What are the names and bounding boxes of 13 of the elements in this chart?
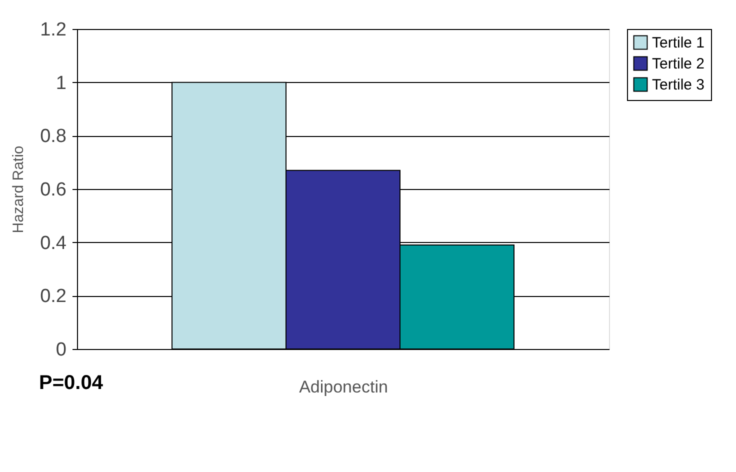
legend-label: Tertile 3 — [652, 76, 705, 94]
y-tick-label: 0.2 — [40, 286, 66, 308]
legend-label: Tertile 2 — [652, 56, 705, 72]
y-tick-label: 0.6 — [40, 180, 66, 200]
legend-label: Tertile 1 — [652, 34, 705, 52]
y-axis-title: Hazard Ratio — [10, 146, 28, 234]
y-tick-label: 0.8 — [40, 126, 66, 148]
y-tick-label: 0.4 — [40, 232, 67, 254]
y-tick-label: 0 — [56, 340, 66, 360]
y-tick-label: 1 — [56, 72, 66, 94]
text: P=0.04 — [39, 372, 104, 394]
x-axis-title: Adiponectin — [299, 378, 388, 396]
y-tick-label: 1.2 — [40, 20, 66, 40]
